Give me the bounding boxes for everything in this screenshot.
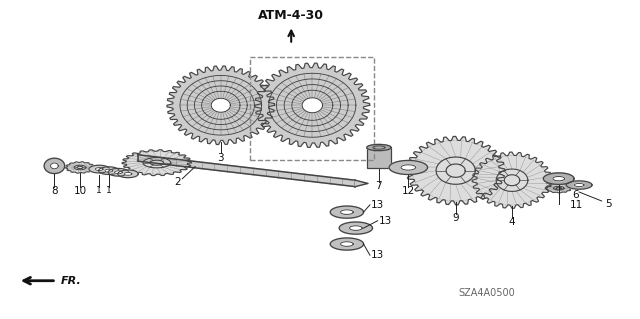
Text: 4: 4 xyxy=(509,217,515,227)
Polygon shape xyxy=(389,160,428,174)
Text: 12: 12 xyxy=(402,186,415,196)
Polygon shape xyxy=(118,170,138,178)
Text: 7: 7 xyxy=(376,181,382,191)
Text: 5: 5 xyxy=(605,198,611,209)
Polygon shape xyxy=(89,165,109,173)
Polygon shape xyxy=(472,152,552,208)
Polygon shape xyxy=(105,169,113,172)
Polygon shape xyxy=(566,181,592,189)
Text: 6: 6 xyxy=(573,189,579,200)
Text: SZA4A0500: SZA4A0500 xyxy=(458,288,515,299)
Polygon shape xyxy=(330,238,364,250)
Polygon shape xyxy=(122,150,191,176)
Polygon shape xyxy=(302,98,323,113)
Text: 13: 13 xyxy=(379,216,392,226)
Polygon shape xyxy=(339,222,372,234)
Polygon shape xyxy=(355,180,368,187)
Text: FR.: FR. xyxy=(61,276,81,286)
Text: 9: 9 xyxy=(452,213,459,223)
Polygon shape xyxy=(349,226,362,230)
Text: ATM-4-30: ATM-4-30 xyxy=(258,10,324,22)
Polygon shape xyxy=(340,210,353,214)
Polygon shape xyxy=(51,163,58,169)
Polygon shape xyxy=(44,158,65,174)
Polygon shape xyxy=(255,63,370,147)
Text: 13: 13 xyxy=(371,250,384,260)
Bar xyxy=(250,57,374,160)
Polygon shape xyxy=(330,206,364,218)
Polygon shape xyxy=(124,172,132,175)
Polygon shape xyxy=(99,167,119,174)
Polygon shape xyxy=(95,167,103,171)
Text: 13: 13 xyxy=(371,200,384,210)
Polygon shape xyxy=(65,162,95,173)
Polygon shape xyxy=(553,176,564,181)
Polygon shape xyxy=(211,98,230,112)
Text: 3: 3 xyxy=(218,153,224,163)
Text: 2: 2 xyxy=(175,177,181,188)
Polygon shape xyxy=(401,165,415,170)
Polygon shape xyxy=(340,242,353,246)
Polygon shape xyxy=(406,137,505,205)
Text: 8: 8 xyxy=(51,186,58,196)
Polygon shape xyxy=(546,183,572,193)
FancyBboxPatch shape xyxy=(367,147,391,168)
Text: 11: 11 xyxy=(570,200,582,211)
Polygon shape xyxy=(367,145,391,151)
Text: 10: 10 xyxy=(74,186,86,196)
Text: 1: 1 xyxy=(97,186,102,195)
Polygon shape xyxy=(115,171,122,174)
Polygon shape xyxy=(108,168,129,176)
Polygon shape xyxy=(574,183,584,187)
Text: 1: 1 xyxy=(106,186,111,195)
Polygon shape xyxy=(543,173,574,184)
Polygon shape xyxy=(138,155,355,187)
Polygon shape xyxy=(167,66,275,145)
